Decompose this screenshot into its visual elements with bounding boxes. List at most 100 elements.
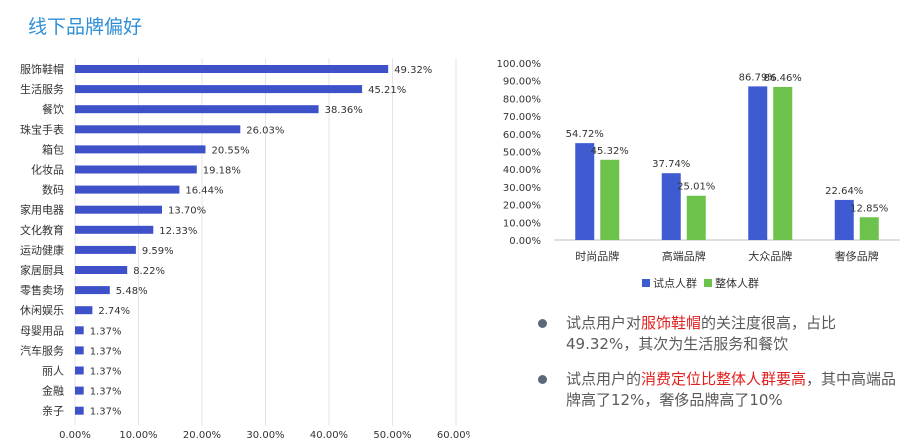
data-label: 1.37%	[90, 346, 122, 357]
data-label: 25.01%	[677, 182, 715, 193]
category-label: 零售卖场	[20, 283, 64, 297]
category-label: 大众品牌	[748, 249, 792, 263]
category-label: 餐饮	[42, 102, 64, 116]
page-title: 线下品牌偏好	[28, 16, 143, 38]
data-label: 1.37%	[90, 326, 122, 337]
data-label: 1.37%	[90, 387, 122, 398]
category-label: 休闲娱乐	[20, 303, 64, 317]
category-label: 数码	[42, 184, 64, 197]
category-label: 生活服务	[20, 82, 64, 96]
bar	[75, 406, 84, 415]
y-tick-label: 70.00%	[503, 112, 541, 123]
x-tick-label: 30.00%	[246, 430, 284, 441]
data-label: 12.33%	[159, 226, 197, 237]
data-label: 54.72%	[566, 129, 604, 140]
data-label: 12.85%	[850, 203, 888, 214]
x-tick-label: 20.00%	[183, 430, 221, 441]
category-label: 母婴用品	[20, 324, 64, 337]
x-tick-label: 50.00%	[373, 430, 411, 441]
bar-series-1	[661, 173, 681, 240]
category-label: 珠宝手表	[20, 122, 64, 136]
category-label: 家用电器	[20, 203, 64, 217]
data-label: 22.64%	[825, 186, 863, 197]
bar-series-2	[859, 217, 879, 240]
bullet-icon	[538, 319, 547, 328]
category-label: 箱包	[42, 142, 64, 156]
data-label: 1.37%	[90, 407, 122, 418]
bar-series-1	[834, 199, 854, 240]
category-label: 高端品牌	[662, 249, 706, 263]
data-label: 45.32%	[591, 146, 629, 157]
category-label: 运动健康	[20, 243, 64, 257]
data-label: 45.21%	[368, 85, 406, 96]
y-tick-label: 20.00%	[503, 201, 541, 212]
bar	[75, 346, 84, 355]
bar-series-2	[773, 86, 793, 241]
category-label: 服饰鞋帽	[20, 62, 64, 76]
insight-notes: 试点用户对服饰鞋帽的关注度很高，占比49.32%，其次为生活服务和餐饮 试点用户…	[536, 313, 906, 425]
x-tick-label: 10.00%	[119, 430, 157, 441]
legend-label: 试点人群	[653, 276, 697, 290]
data-label: 5.48%	[116, 286, 148, 297]
legend-swatch	[642, 279, 650, 287]
note-1-suffix: 的关注度很高，占比49.32%，其次为生活服务和餐饮	[566, 314, 837, 353]
bar-series-2	[686, 195, 706, 240]
bar-series-1	[575, 143, 595, 240]
bar	[75, 205, 162, 214]
bar	[75, 366, 84, 375]
note-1-highlight: 服饰鞋帽	[641, 314, 702, 332]
y-tick-label: 0.00%	[509, 236, 541, 247]
brand-type-grouped-bar-chart: 0.00% 10.00% 20.00% 30.00% 40.00% 50.00% 60.00…	[497, 59, 900, 290]
note-2-highlight: 消费定位比整体人群要高	[641, 370, 807, 388]
category-label: 亲子	[42, 404, 64, 418]
legend-label: 整体人群	[715, 276, 759, 290]
y-tick-label: 50.00%	[503, 148, 541, 159]
bar	[75, 165, 197, 174]
y-tick-label: 90.00%	[503, 77, 541, 88]
brand-category-bar-chart: 0.00% 10.00% 20.00% 30.00% 40.00% 50.00% 60.00…	[20, 58, 470, 441]
bar	[75, 286, 110, 295]
category-label: 家居厨具	[20, 263, 64, 277]
y-tick-label: 60.00%	[503, 130, 541, 141]
category-label: 奢侈品牌	[835, 249, 879, 263]
category-label: 文化教育	[20, 223, 64, 237]
category-label: 时尚品牌	[575, 249, 619, 263]
note-2-prefix: 试点用户的	[566, 370, 642, 388]
category-label: 丽人	[42, 365, 64, 378]
data-label: 1.37%	[90, 367, 122, 378]
insight-note-1: 试点用户对服饰鞋帽的关注度很高，占比49.32%，其次为生活服务和餐饮	[536, 313, 906, 355]
category-label: 金融	[42, 384, 64, 398]
bar	[75, 145, 206, 154]
data-label: 19.18%	[203, 166, 241, 177]
data-label: 13.70%	[168, 206, 206, 217]
legend-swatch	[704, 279, 712, 287]
bar	[75, 225, 154, 234]
bar	[75, 105, 319, 114]
bar	[75, 245, 136, 254]
data-label: 86.46%	[764, 73, 802, 84]
data-label: 2.74%	[98, 306, 130, 317]
bar	[75, 65, 389, 73]
data-label: 37.74%	[652, 159, 690, 170]
data-label: 26.03%	[246, 125, 284, 136]
data-label: 16.44%	[185, 186, 223, 197]
data-label: 86.79%	[739, 72, 777, 83]
insight-note-2: 试点用户的消费定位比整体人群要高，其中高端品牌高了12%，奢侈品牌高了10%	[536, 369, 906, 411]
x-tick-label: 40.00%	[310, 430, 348, 441]
data-label: 9.59%	[142, 246, 174, 257]
bar	[75, 386, 84, 395]
x-tick-label: 60.00%	[437, 430, 470, 441]
bar-series-1	[748, 86, 768, 240]
data-label: 49.32%	[394, 65, 432, 76]
bar	[75, 85, 363, 94]
y-tick-label: 10.00%	[503, 218, 541, 229]
bar	[75, 125, 241, 134]
note-1-prefix: 试点用户对	[566, 314, 642, 332]
bar	[75, 326, 84, 335]
y-tick-label: 80.00%	[503, 94, 541, 105]
category-label: 汽车服务	[20, 343, 64, 357]
data-label: 38.36%	[325, 105, 363, 116]
bullet-icon	[538, 375, 547, 384]
bar	[75, 185, 180, 194]
y-tick-label: 100.00%	[497, 59, 542, 70]
